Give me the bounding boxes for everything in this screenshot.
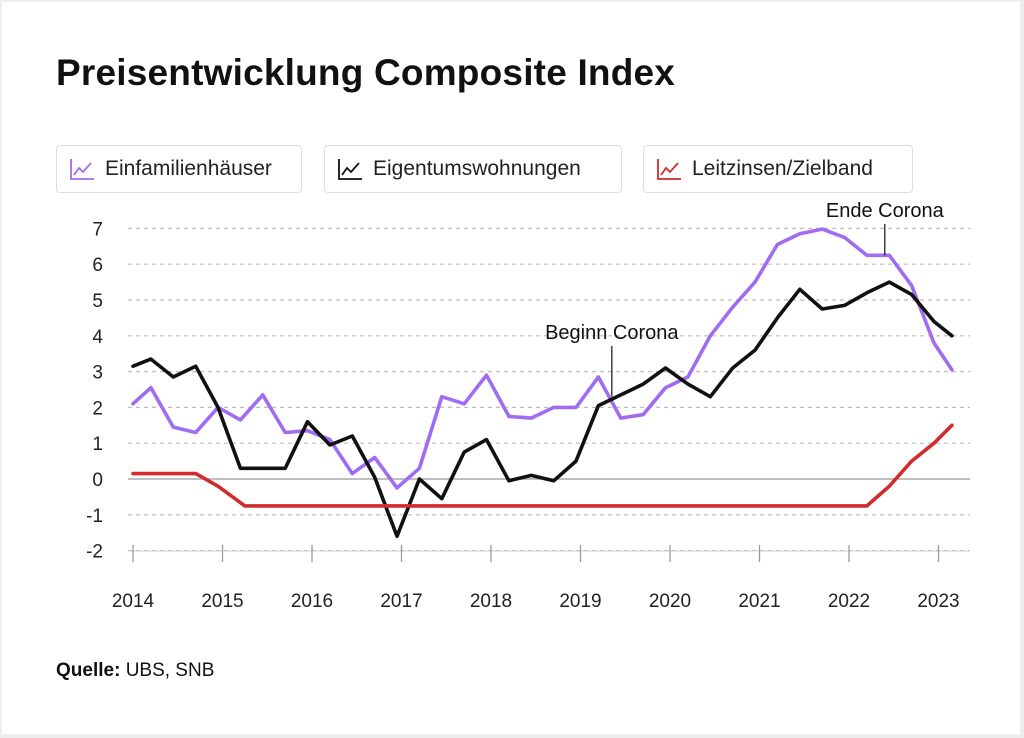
line-chart-icon [70,159,94,180]
annotation-label: Beginn Corona [545,322,679,344]
line-chart-icon [657,159,681,180]
series-line-einfamilienhaeuser [131,227,954,490]
legend-label: Einfamilienhäuser [105,157,272,180]
source-label: Quelle: [56,660,121,681]
y-tick-label: -1 [86,506,103,527]
y-tick-label: 7 [92,219,103,240]
legend-item-einfamilienhaeuser[interactable]: Einfamilienhäuser [56,145,302,193]
source-text: UBS, SNB [125,660,215,681]
x-tick-label: 2022 [828,591,870,612]
source-note: Quelle: UBS, SNB [56,660,214,682]
page-title: Preisentwicklung Composite Index [56,52,676,93]
series-line-leitzinsen [131,423,954,508]
x-tick-label: 2020 [649,591,691,612]
x-tick-label: 2023 [917,591,959,612]
x-tick-label: 2019 [559,591,601,612]
y-tick-label: 5 [92,291,103,312]
series-line-eigentumswohnungen [131,280,954,539]
y-tick-label: -2 [86,542,103,563]
legend-label: Eigentumswohnungen [373,157,581,180]
y-tick-label: 1 [92,434,103,455]
annotation-label: Ende Corona [826,200,945,222]
y-tick-label: 6 [92,255,103,276]
x-tick-label: 2021 [738,591,780,612]
line-chart-icon [338,159,362,180]
x-tick-label: 2017 [380,591,422,612]
y-tick-label: 0 [92,470,103,491]
y-tick-label: 3 [92,363,103,384]
y-tick-label: 4 [92,327,103,348]
x-tick-label: 2016 [291,591,333,612]
y-tick-label: 2 [92,398,103,419]
legend-item-eigentumswohnungen[interactable]: Eigentumswohnungen [324,145,622,193]
x-tick-label: 2014 [112,591,155,612]
legend-item-leitzinsen[interactable]: Leitzinsen/Zielband [643,145,913,193]
legend-label: Leitzinsen/Zielband [692,157,873,180]
x-tick-label: 2018 [470,591,512,612]
x-tick-label: 2015 [201,591,243,612]
